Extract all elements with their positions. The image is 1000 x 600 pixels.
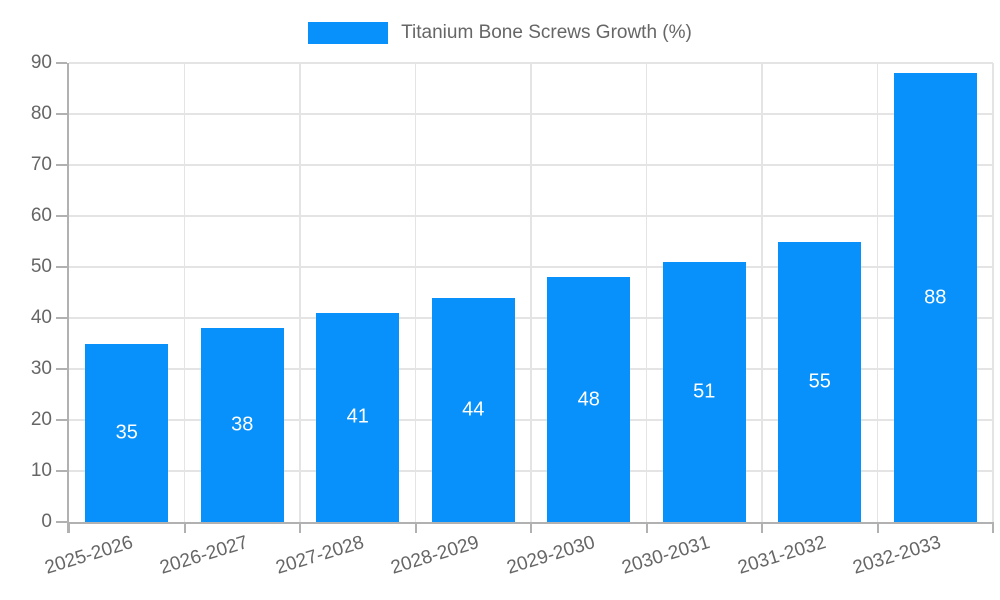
bar-value-label: 35 [115, 421, 138, 444]
y-tick-label: 40 [30, 307, 52, 328]
y-tick-mark [56, 266, 67, 268]
x-tick-mark [992, 522, 994, 533]
x-tick-mark [761, 522, 763, 533]
x-tick-label: 2028-2029 [388, 531, 482, 579]
y-tick-label: 80 [30, 103, 52, 124]
y-tick-mark [56, 521, 67, 523]
x-tick-label: 2029-2030 [504, 531, 598, 579]
gridline-vertical [299, 63, 301, 522]
y-tick-label: 10 [30, 460, 52, 481]
gridline-vertical [992, 63, 994, 522]
x-tick-label: 2027-2028 [273, 531, 367, 579]
bar-2031-2032 [778, 241, 862, 522]
bar-value-label: 41 [346, 405, 369, 428]
gridline-vertical [876, 63, 879, 522]
bar-2028-2029 [431, 297, 515, 522]
bar-value-label: 48 [577, 388, 600, 411]
x-tick-label: 2030-2031 [619, 531, 713, 579]
y-tick-mark [56, 368, 67, 370]
x-tick-mark [183, 522, 186, 533]
x-tick-mark [414, 522, 417, 533]
gridline-vertical [645, 63, 648, 522]
y-tick-label: 60 [30, 205, 52, 226]
bar-value-label: 51 [693, 380, 716, 403]
bar-2032-2033 [893, 73, 977, 522]
x-tick-mark [876, 522, 879, 533]
y-tick-label: 70 [30, 154, 52, 175]
x-tick-mark [530, 522, 532, 533]
bar-2025-2026 [85, 343, 169, 522]
x-tick-label: 2032-2033 [850, 531, 944, 579]
x-tick-label: 2026-2027 [157, 531, 251, 579]
gridline-vertical [414, 63, 417, 522]
bar-2030-2031 [662, 261, 746, 522]
legend[interactable]: Titanium Bone Screws Growth (%) [0, 21, 1000, 45]
gridline-vertical [530, 63, 532, 522]
y-tick-mark [56, 62, 67, 64]
gridline-vertical [761, 63, 763, 522]
y-tick-mark [56, 215, 67, 217]
x-tick-label: 2031-2032 [735, 531, 829, 579]
x-tick-label: 2025-2026 [42, 531, 136, 579]
plot-area: 0 10 20 30 40 50 60 70 80 90 35 2025-2026 38 2026-202… [31, 52, 994, 579]
bar-2026-2027 [200, 328, 284, 522]
bar-value-label: 88 [924, 286, 947, 309]
y-tick-label: 20 [30, 409, 52, 430]
y-tick-label: 90 [30, 52, 52, 73]
y-tick-mark [56, 470, 67, 472]
y-tick-label: 50 [30, 256, 52, 277]
y-tick-mark [56, 113, 67, 115]
bar-value-label: 38 [231, 413, 254, 436]
x-tick-mark [645, 522, 648, 533]
y-tick-mark [56, 419, 67, 421]
y-tick-mark [56, 164, 67, 166]
bar-value-label: 55 [808, 370, 831, 393]
gridline-vertical [183, 63, 186, 522]
x-tick-mark [299, 522, 301, 533]
bar-value-label: 44 [462, 398, 485, 421]
legend-swatch [308, 22, 389, 44]
bar-2029-2030 [547, 277, 631, 522]
y-tick-label: 30 [30, 358, 52, 379]
legend-label: Titanium Bone Screws Growth (%) [401, 22, 692, 43]
y-tick-label: 0 [41, 511, 52, 532]
y-tick-mark [56, 317, 67, 319]
bar-2027-2028 [316, 312, 400, 522]
y-axis-line [67, 63, 69, 533]
x-tick-mark [68, 522, 70, 533]
